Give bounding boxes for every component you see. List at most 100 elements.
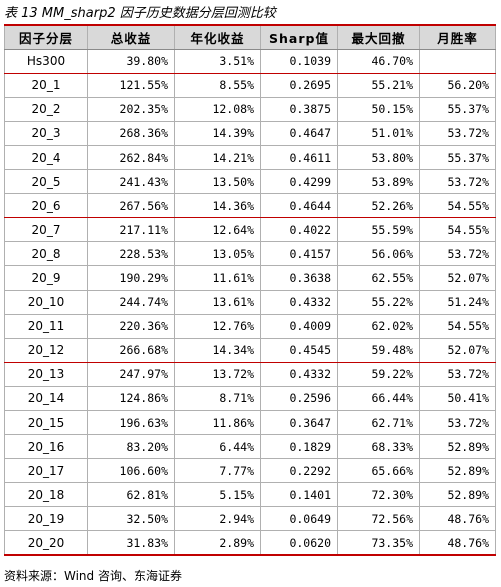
cell-sharpe: 0.1401 <box>260 482 338 508</box>
cell-monthly-win-rate: 53.72% <box>419 120 496 146</box>
cell-sharpe: 0.4022 <box>260 217 338 243</box>
cell-monthly-win-rate: 52.89% <box>419 458 496 484</box>
cell-sharpe: 0.4545 <box>260 337 338 363</box>
cell-annual-return: 13.61% <box>174 289 261 315</box>
cell-total-return: 268.36% <box>87 120 175 146</box>
cell-total-return: 267.56% <box>87 193 175 219</box>
cell-max-drawdown: 53.80% <box>337 144 420 171</box>
cell-max-drawdown: 55.22% <box>337 289 420 315</box>
table-row: 20_9 190.29% 11.61% 0.3638 62.55% 52.07% <box>4 265 496 291</box>
cell-total-return: 83.20% <box>87 434 175 460</box>
cell-total-return: 124.86% <box>87 385 175 412</box>
col-header-monthly-win-rate: 月胜率 <box>419 23 496 50</box>
table-row: 20_7 217.11% 12.64% 0.4022 55.59% 54.55% <box>4 217 496 243</box>
col-header-layer: 因子分层 <box>4 23 88 50</box>
cell-sharpe: 0.2596 <box>260 385 338 412</box>
col-header-max-drawdown: 最大回撤 <box>337 23 420 50</box>
cell-monthly-win-rate: 52.07% <box>419 265 496 291</box>
cell-annual-return: 13.05% <box>174 241 261 267</box>
cell-monthly-win-rate: 48.76% <box>419 530 496 557</box>
cell-monthly-win-rate: 54.55% <box>419 217 496 243</box>
cell-layer: 20_11 <box>4 313 88 339</box>
cell-annual-return: 14.34% <box>174 337 261 363</box>
cell-total-return: 32.50% <box>87 506 175 532</box>
table-row: 20_5 241.43% 13.50% 0.4299 53.89% 53.72% <box>4 169 496 195</box>
cell-max-drawdown: 56.06% <box>337 241 420 267</box>
cell-layer: 20_18 <box>4 482 88 508</box>
table-row: 20_1 121.55% 8.55% 0.2695 55.21% 56.20% <box>4 72 496 98</box>
cell-total-return: 39.80% <box>87 48 175 74</box>
cell-monthly-win-rate: 55.37% <box>419 96 496 122</box>
cell-annual-return: 14.21% <box>174 144 261 171</box>
cell-total-return: 202.35% <box>87 96 175 122</box>
cell-annual-return: 13.72% <box>174 361 261 387</box>
cell-sharpe: 0.0649 <box>260 506 338 532</box>
cell-layer: Hs300 <box>4 48 88 74</box>
cell-total-return: 196.63% <box>87 409 175 436</box>
cell-total-return: 266.68% <box>87 337 175 363</box>
cell-sharpe: 0.4299 <box>260 169 338 195</box>
cell-annual-return: 12.76% <box>174 313 261 339</box>
cell-annual-return: 7.77% <box>174 458 261 484</box>
cell-layer: 20_20 <box>4 530 88 557</box>
cell-total-return: 241.43% <box>87 169 175 195</box>
cell-max-drawdown: 62.71% <box>337 409 420 436</box>
cell-max-drawdown: 51.01% <box>337 120 420 146</box>
cell-monthly-win-rate: 50.41% <box>419 385 496 412</box>
cell-sharpe: 0.3638 <box>260 265 338 291</box>
cell-layer: 20_3 <box>4 120 88 146</box>
cell-annual-return: 6.44% <box>174 434 261 460</box>
cell-annual-return: 2.94% <box>174 506 261 532</box>
cell-layer: 20_10 <box>4 289 88 315</box>
cell-annual-return: 8.71% <box>174 385 261 412</box>
cell-monthly-win-rate: 53.72% <box>419 169 496 195</box>
cell-annual-return: 2.89% <box>174 530 261 557</box>
header-row: 因子分层 总收益 年化收益 Sharp值 最大回撤 月胜率 <box>4 23 496 50</box>
table-row: 20_20 31.83% 2.89% 0.0620 73.35% 48.76% <box>4 530 496 557</box>
table-row: 20_3 268.36% 14.39% 0.4647 51.01% 53.72% <box>4 120 496 146</box>
cell-monthly-win-rate: 52.89% <box>419 482 496 508</box>
cell-layer: 20_4 <box>4 144 88 171</box>
cell-total-return: 217.11% <box>87 217 175 243</box>
cell-total-return: 190.29% <box>87 265 175 291</box>
backtest-table: 因子分层 总收益 年化收益 Sharp值 最大回撤 月胜率 Hs300 39.80… <box>4 23 496 557</box>
cell-annual-return: 3.51% <box>174 48 261 74</box>
cell-annual-return: 8.55% <box>174 72 261 98</box>
cell-sharpe: 0.4009 <box>260 313 338 339</box>
cell-max-drawdown: 65.66% <box>337 458 420 484</box>
cell-sharpe: 0.4611 <box>260 144 338 171</box>
cell-layer: 20_19 <box>4 506 88 532</box>
cell-monthly-win-rate: 54.55% <box>419 193 496 219</box>
cell-sharpe: 0.1039 <box>260 48 338 74</box>
cell-sharpe: 0.3875 <box>260 96 338 122</box>
table-row: 20_4 262.84% 14.21% 0.4611 53.80% 55.37% <box>4 144 496 171</box>
table-row: 20_6 267.56% 14.36% 0.4644 52.26% 54.55% <box>4 193 496 219</box>
cell-sharpe: 0.0620 <box>260 530 338 557</box>
table-row: 20_17 106.60% 7.77% 0.2292 65.66% 52.89% <box>4 458 496 484</box>
cell-layer: 20_16 <box>4 434 88 460</box>
cell-annual-return: 14.36% <box>174 193 261 219</box>
cell-sharpe: 0.2695 <box>260 72 338 98</box>
cell-monthly-win-rate: 53.72% <box>419 409 496 436</box>
cell-monthly-win-rate: 52.89% <box>419 434 496 460</box>
cell-max-drawdown: 72.56% <box>337 506 420 532</box>
cell-layer: 20_17 <box>4 458 88 484</box>
table-title: 表 13 MM_sharp2 因子历史数据分层回测比较 <box>4 6 276 21</box>
table-row: 20_2 202.35% 12.08% 0.3875 50.15% 55.37% <box>4 96 496 122</box>
table-row: 20_15 196.63% 11.86% 0.3647 62.71% 53.72% <box>4 409 496 436</box>
table-row: Hs300 39.80% 3.51% 0.1039 46.70% <box>4 48 496 74</box>
cell-sharpe: 0.4157 <box>260 241 338 267</box>
cell-max-drawdown: 53.89% <box>337 169 420 195</box>
cell-total-return: 121.55% <box>87 72 175 98</box>
cell-annual-return: 12.64% <box>174 217 261 243</box>
cell-layer: 20_1 <box>4 72 88 98</box>
cell-annual-return: 13.50% <box>174 169 261 195</box>
cell-max-drawdown: 46.70% <box>337 48 420 74</box>
cell-max-drawdown: 66.44% <box>337 385 420 412</box>
cell-max-drawdown: 52.26% <box>337 193 420 219</box>
cell-max-drawdown: 55.21% <box>337 72 420 98</box>
cell-monthly-win-rate: 53.72% <box>419 241 496 267</box>
cell-monthly-win-rate: 56.20% <box>419 72 496 98</box>
cell-sharpe: 0.4644 <box>260 193 338 219</box>
cell-sharpe: 0.4647 <box>260 120 338 146</box>
